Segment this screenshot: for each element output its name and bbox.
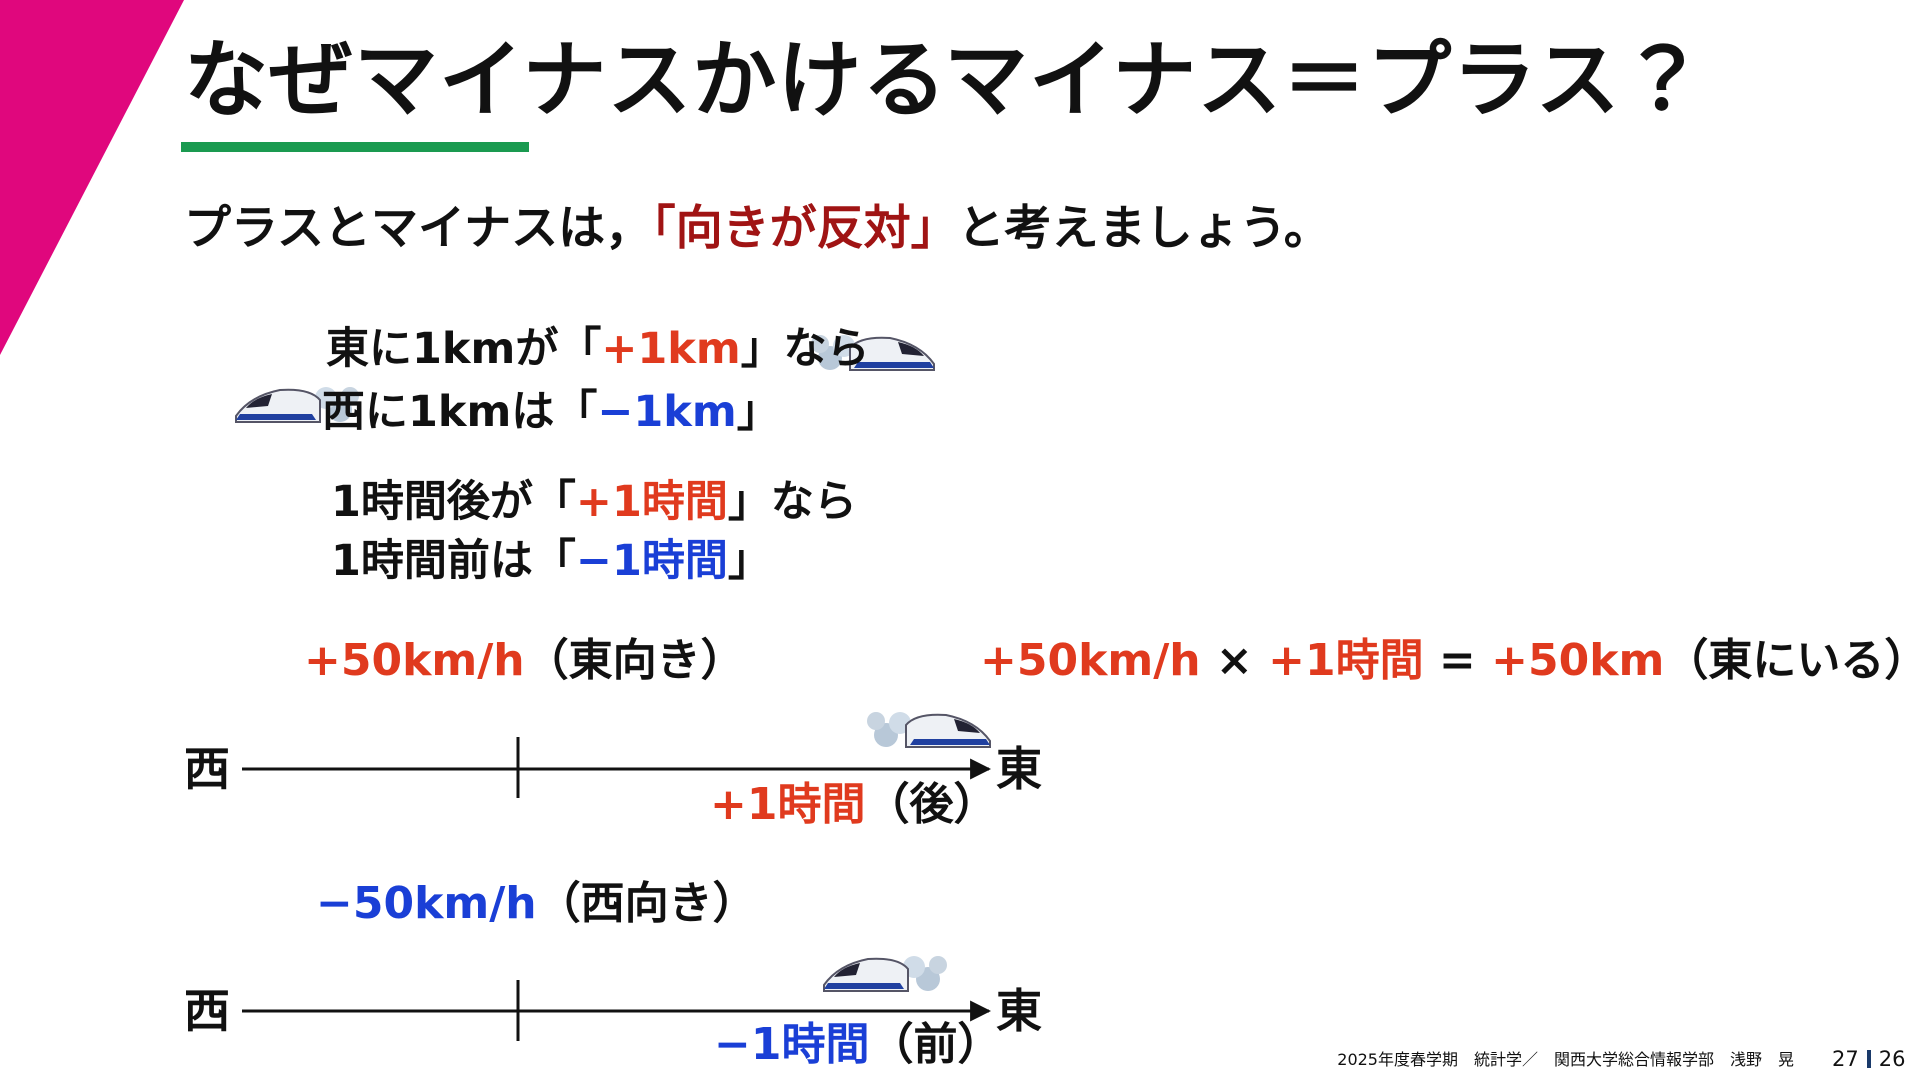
text: （前） <box>869 1019 1002 1070</box>
axis-east: 東 <box>996 984 1042 1038</box>
value: −1時間 <box>575 536 728 586</box>
text: 」なら <box>727 477 857 527</box>
text: 」なら <box>740 324 870 374</box>
example: 東に1kmが「+1km」なら <box>326 328 870 371</box>
axis-east: 東 <box>996 742 1042 796</box>
text: （西向き） <box>536 878 757 929</box>
axis-label: +1時間（後） <box>710 783 997 827</box>
title: なぜマイナスかけるマイナス＝プラス？ <box>184 31 1706 129</box>
speed-label: −50km/h（西向き） <box>316 882 757 926</box>
value: −1km <box>597 387 737 437</box>
title-underline <box>181 142 529 152</box>
train-icon <box>866 711 991 748</box>
value: +1時間 <box>710 779 866 830</box>
text: 1時間後が「 <box>331 477 576 527</box>
text: （東にいる） <box>1664 635 1920 686</box>
axis-label: −1時間（前） <box>714 1023 1001 1067</box>
example: 1時間後が「+1時間」なら <box>331 481 857 524</box>
example: 西に1kmは「−1km」 <box>322 391 780 434</box>
value: +50km <box>1491 635 1665 686</box>
corner-accent <box>0 0 184 355</box>
value: −1時間 <box>714 1019 870 1070</box>
train-icon <box>823 955 948 992</box>
text: と考えましょう。 <box>957 201 1331 256</box>
value: +1km <box>601 324 741 374</box>
axis-west: 西 <box>184 984 230 1038</box>
value: +1時間 <box>1268 635 1424 686</box>
text: 1時間前は「 <box>331 536 576 586</box>
text: 東に1kmが「 <box>326 324 602 374</box>
text: （東向き） <box>524 635 745 686</box>
highlight: 「向きが反対」 <box>652 201 958 256</box>
text: プラスとマイナスは， <box>184 201 653 256</box>
operator: × <box>1200 635 1269 686</box>
page-total: 26 <box>1878 1047 1906 1071</box>
equation: +50km/h × +1時間 = +50km（東にいる） <box>980 639 1920 683</box>
speed-label: +50km/h（東向き） <box>304 639 745 683</box>
page-current: 27 <box>1832 1047 1859 1071</box>
separator <box>1866 1050 1871 1068</box>
value: +50km/h <box>980 635 1201 686</box>
axis-west: 西 <box>184 742 230 796</box>
value: +1時間 <box>575 477 728 527</box>
value: −50km/h <box>316 878 537 929</box>
text: 西に1kmは「 <box>322 387 598 437</box>
footer: 2025年度春学期 統計学／ 関西大学総合情報学部 浅野 晃 <box>1337 1050 1794 1069</box>
example: 1時間前は「−1時間」 <box>331 540 771 583</box>
text: 」 <box>736 387 780 437</box>
page-number: 27 26 <box>1832 1049 1905 1070</box>
text: 」 <box>727 536 771 586</box>
text: （後） <box>865 779 998 830</box>
operator: = <box>1423 635 1492 686</box>
subtitle: プラスとマイナスは，「向きが反対」と考えましょう。 <box>184 205 1331 252</box>
value: +50km/h <box>304 635 525 686</box>
